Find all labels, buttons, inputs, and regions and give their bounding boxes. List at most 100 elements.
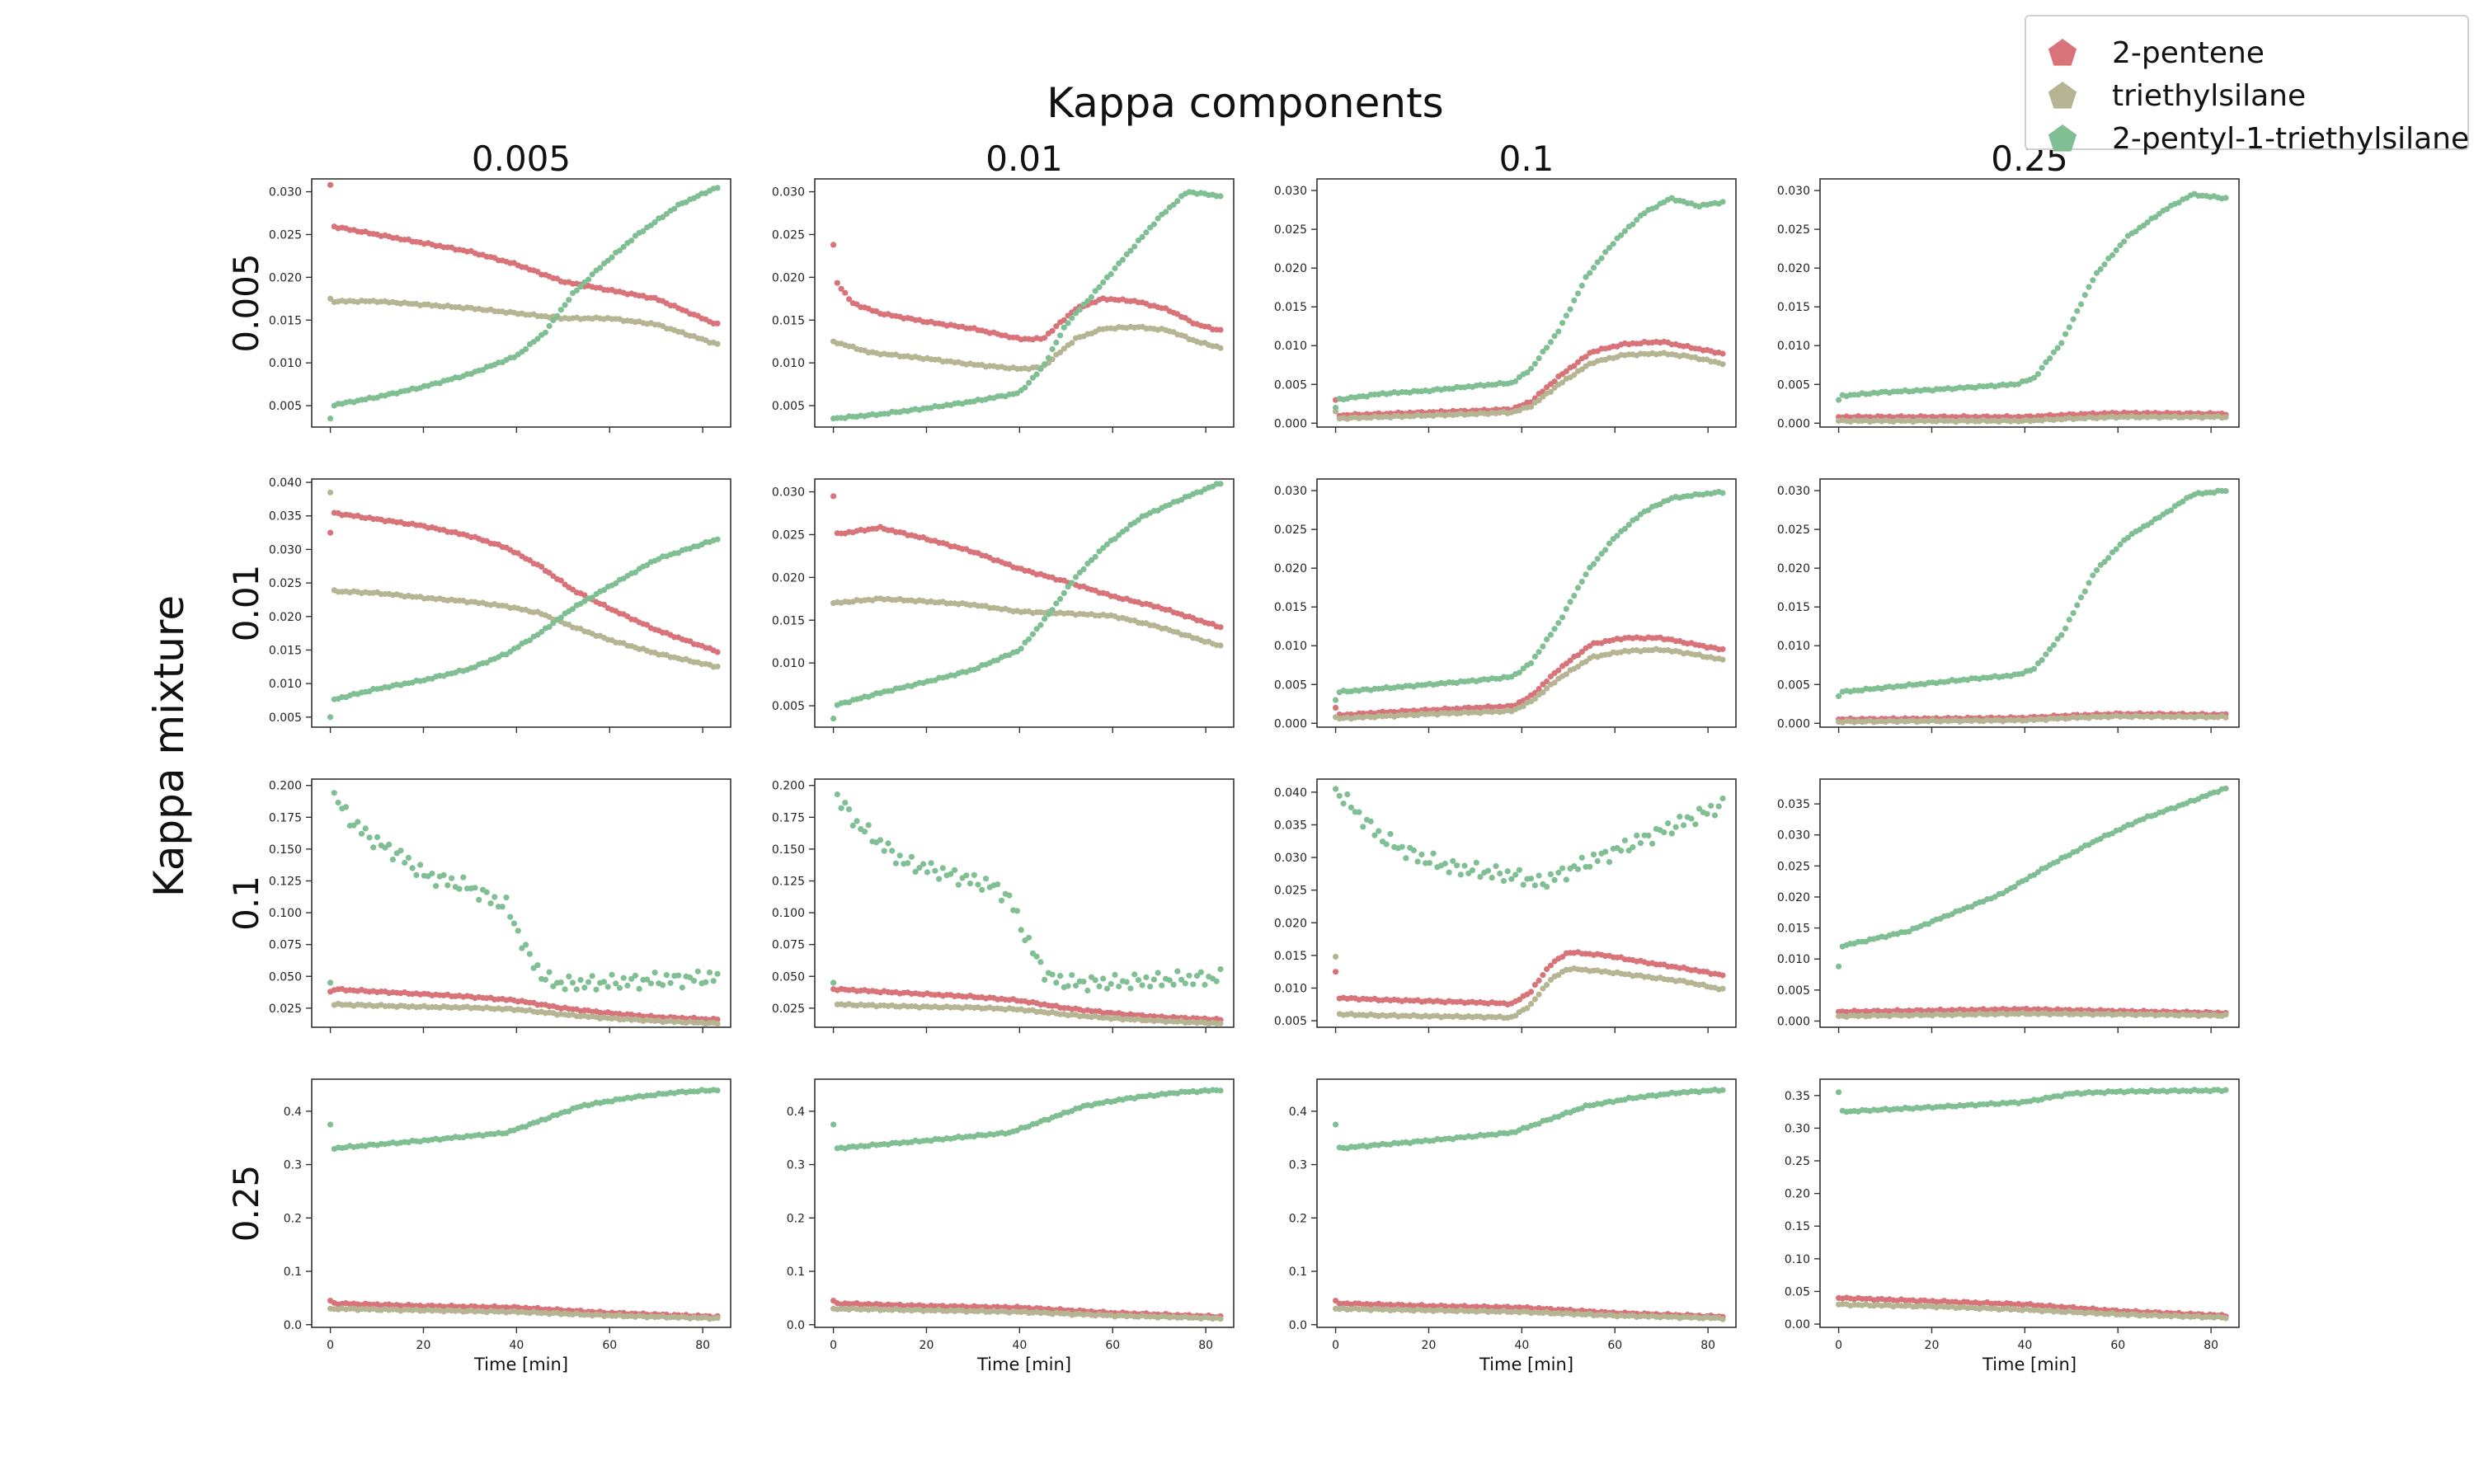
data-point: [476, 896, 482, 903]
y-tick-label: 0.150: [772, 843, 805, 857]
y-tick-label: 0.175: [772, 811, 805, 824]
data-point: [1594, 259, 1601, 265]
data-point: [546, 969, 553, 975]
data-point: [1127, 247, 1134, 254]
data-point: [2109, 251, 2116, 259]
x-axis-label: Time [min]: [1982, 1355, 2077, 1374]
data-point: [1356, 809, 1362, 815]
data-point: [2066, 324, 2072, 331]
data-point: [1719, 361, 1726, 368]
data-point: [671, 205, 678, 212]
data-point: [1174, 198, 1181, 204]
data-point: [1544, 345, 1550, 351]
data-point: [892, 860, 899, 866]
y-tick-label: 0.05: [1785, 1285, 1810, 1298]
series-triethylsilane: [830, 323, 1224, 373]
data-point: [1531, 360, 1538, 367]
plot-area: [1819, 178, 2240, 428]
data-point: [1333, 404, 1339, 411]
data-point: [1571, 297, 1578, 303]
data-point: [908, 853, 915, 860]
data-point: [1473, 859, 1479, 866]
y-tick-label: 0.1: [1289, 1266, 1307, 1279]
y-tick-label: 0.040: [269, 477, 302, 490]
data-point: [2222, 488, 2229, 495]
y-tick-label: 0.015: [1777, 601, 1810, 614]
data-point: [1182, 980, 1188, 987]
data-point: [1217, 1087, 1224, 1094]
data-point: [1528, 660, 1535, 667]
data-point: [600, 601, 608, 608]
data-point: [1559, 865, 1566, 871]
data-point: [1065, 584, 1071, 590]
data-point: [663, 210, 670, 218]
data-point: [714, 1021, 721, 1027]
data-point: [1217, 345, 1224, 351]
y-tick-label: 0.030: [772, 486, 805, 500]
data-point: [542, 976, 549, 983]
data-point: [1587, 270, 1593, 276]
x-tick-label: 80: [1700, 1339, 1715, 1352]
data-point: [523, 345, 529, 352]
data-point: [613, 580, 619, 587]
data-point: [1174, 968, 1181, 974]
series-2-pentyl-1-triethylsilane: [327, 536, 721, 721]
plot-area: [311, 1078, 731, 1328]
data-point: [562, 986, 568, 993]
data-point: [861, 829, 868, 835]
data-point: [1217, 642, 1224, 649]
data-point: [573, 287, 580, 294]
data-point: [1645, 832, 1652, 839]
data-point: [1135, 237, 1141, 244]
data-point: [1516, 866, 1522, 873]
data-point: [503, 895, 510, 901]
data-point: [331, 790, 337, 796]
series-2-pentene: [327, 181, 721, 327]
y-tick-label: 0.005: [1777, 378, 1810, 392]
data-point: [1489, 875, 1495, 881]
data-point: [593, 986, 600, 993]
data-point: [1634, 217, 1640, 223]
plot-area: [814, 1078, 1235, 1328]
data-point: [327, 1121, 334, 1128]
data-point: [1143, 229, 1150, 236]
x-axis-label: Time [min]: [1479, 1355, 1573, 1374]
data-point: [1618, 232, 1625, 238]
y-tick-label: 0.2: [787, 1212, 805, 1225]
y-tick-label: 0.030: [1777, 185, 1810, 198]
y-tick-label: 0.050: [772, 970, 805, 984]
data-point: [1045, 355, 1051, 361]
data-point: [487, 900, 494, 907]
x-axis-label: Time [min]: [976, 1355, 1071, 1374]
y-tick-label: 0.015: [1274, 301, 1307, 314]
data-point: [830, 1121, 837, 1128]
data-point: [327, 529, 334, 536]
data-point: [2090, 572, 2096, 579]
data-point: [1333, 697, 1339, 703]
data-point: [2054, 345, 2061, 351]
data-point: [2031, 665, 2038, 672]
data-point: [2074, 602, 2081, 608]
data-point: [2222, 1012, 2229, 1018]
y-tick-label: 0.025: [1777, 223, 1810, 237]
data-point: [1578, 282, 1585, 289]
data-point: [1108, 270, 1114, 278]
data-point: [1536, 397, 1542, 404]
data-point: [2047, 355, 2053, 362]
data-point: [2093, 270, 2100, 276]
data-point: [1450, 857, 1456, 864]
data-point: [600, 587, 608, 594]
row-label-0-01: 0.01: [226, 565, 266, 642]
data-point: [1042, 361, 1048, 368]
y-tick-label: 0.1: [787, 1266, 805, 1279]
data-point: [982, 876, 990, 882]
x-tick-label: 60: [1607, 1339, 1622, 1352]
data-point: [1029, 374, 1036, 381]
data-point: [1536, 355, 1542, 362]
data-point: [386, 841, 393, 848]
data-point: [1606, 858, 1613, 866]
